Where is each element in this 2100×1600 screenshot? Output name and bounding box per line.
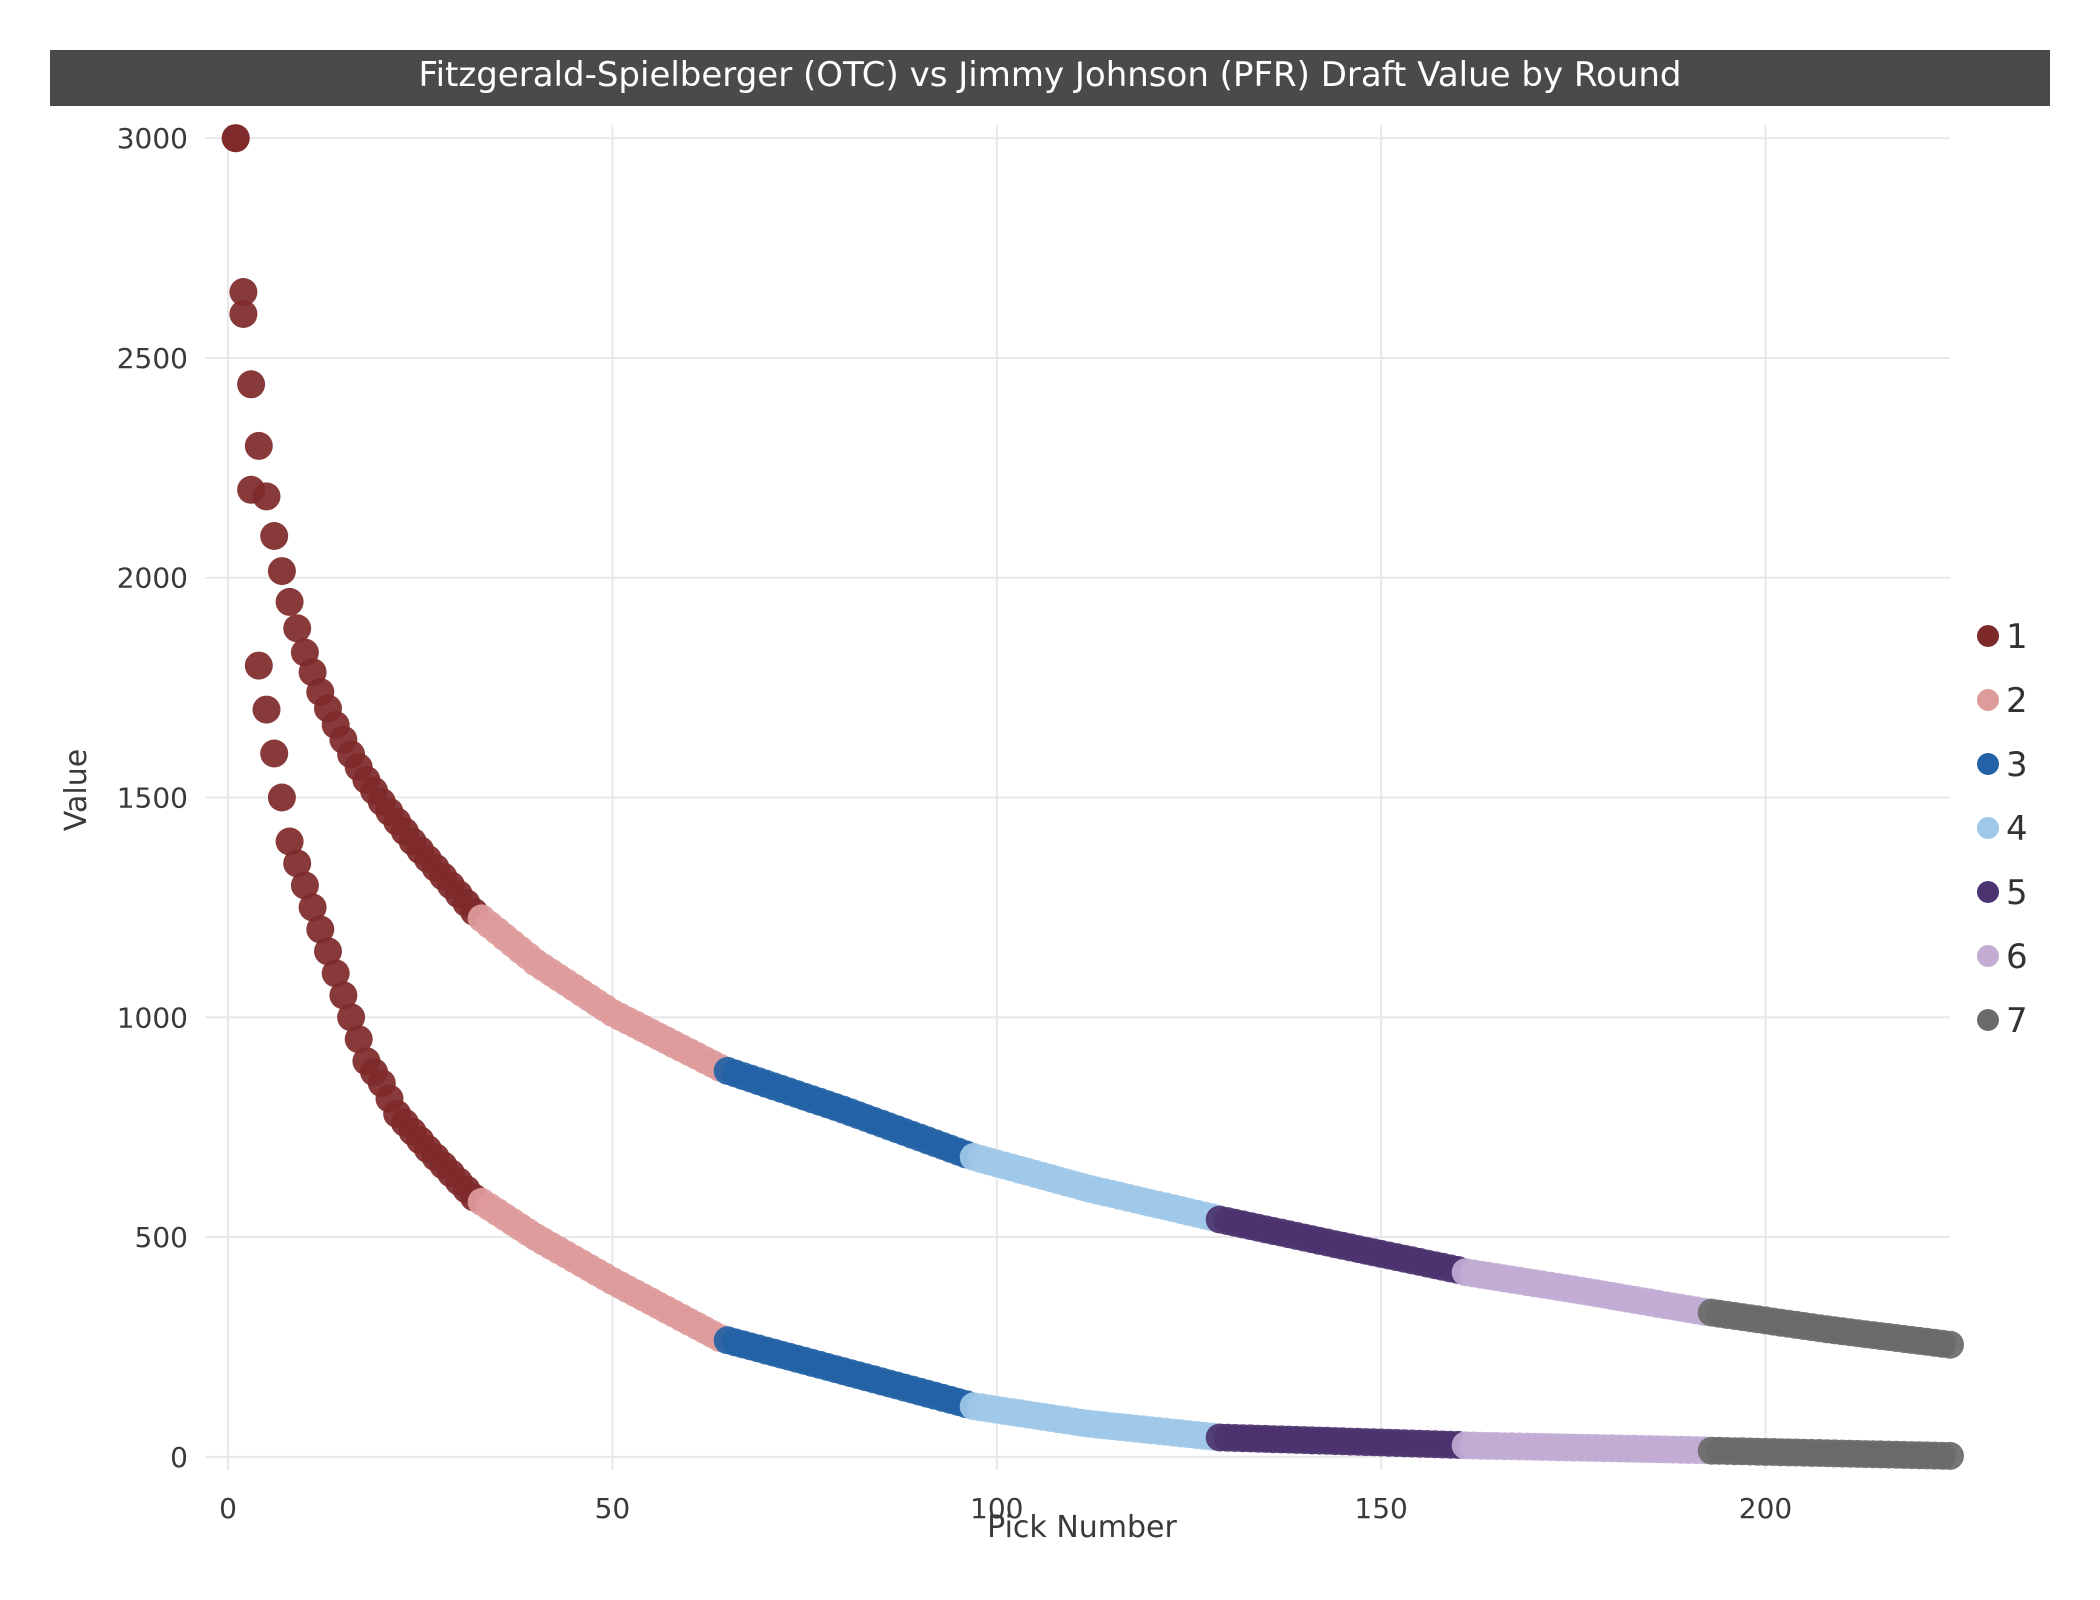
y-axis-title: Value	[59, 749, 94, 831]
x-axis-title: Pick Number	[987, 1510, 1177, 1545]
pfr-point-pick-224	[1936, 1441, 1964, 1470]
legend-swatch-round-6	[1977, 945, 1999, 967]
legend-label-round-6: 6	[2006, 937, 2028, 977]
legend-label-round-7: 7	[2006, 1001, 2028, 1041]
pfr-point-pick-10	[290, 871, 319, 900]
x-tick-label: 0	[219, 1492, 237, 1525]
legend-label-round-1: 1	[2006, 617, 2028, 657]
x-tick-label: 150	[1354, 1492, 1407, 1525]
pfr-point-pick-13	[314, 937, 342, 966]
x-tick-label: 50	[595, 1492, 631, 1525]
legend-label-round-2: 2	[2006, 681, 2028, 721]
otc-point-pick-224	[1936, 1330, 1964, 1359]
pfr-point-pick-14	[321, 959, 350, 988]
otc-point-pick-5	[252, 482, 281, 511]
legend-label-round-3: 3	[2006, 745, 2028, 785]
y-tick-label: 1500	[117, 782, 188, 815]
otc-point-pick-3	[237, 370, 266, 399]
legend-swatch-round-1	[1977, 625, 1999, 647]
title-bar	[50, 50, 2050, 106]
pfr-point-pick-15	[329, 981, 358, 1010]
pfr-point-pick-16	[337, 1003, 366, 1032]
y-tick-label: 2000	[117, 562, 188, 595]
chart-title: Fitzgerald-Spielberger (OTC) vs Jimmy Jo…	[419, 55, 1682, 95]
y-tick-label: 1000	[117, 1001, 188, 1034]
pfr-point-pick-7	[267, 783, 296, 812]
y-tick-label: 2500	[117, 342, 188, 375]
pfr-point-pick-6	[260, 739, 289, 768]
gridlines	[205, 125, 1950, 1470]
pfr-point-pick-17	[344, 1025, 373, 1054]
otc-point-pick-8	[275, 587, 304, 616]
legend-swatch-round-4	[1977, 817, 1999, 839]
pfr-point-pick-9	[283, 849, 312, 878]
legend-swatch-round-3	[1977, 753, 1999, 775]
otc-point-pick-2	[229, 278, 258, 306]
pfr-point-pick-11	[298, 893, 327, 922]
legend-swatch-round-7	[1977, 1009, 1999, 1031]
legend-label-round-5: 5	[2006, 873, 2028, 913]
otc-point-pick-1	[221, 124, 250, 153]
x-tick-label: 200	[1739, 1492, 1792, 1525]
otc-point-pick-7	[267, 557, 296, 586]
legend-label-round-4: 4	[2006, 809, 2028, 849]
otc-point-pick-9	[283, 614, 312, 643]
y-tick-label: 3000	[117, 122, 188, 155]
otc-point-pick-6	[260, 522, 289, 550]
data-points	[221, 124, 1964, 1470]
legend: 1 2 3 4 5 6 7	[1977, 617, 2028, 1041]
pfr-point-pick-2	[229, 300, 258, 328]
pfr-point-pick-12	[306, 915, 335, 944]
otc-point-pick-4	[244, 431, 273, 460]
pfr-point-pick-4	[244, 651, 273, 680]
pfr-point-pick-8	[275, 827, 304, 856]
y-tick-label: 0	[170, 1441, 188, 1474]
pfr-point-pick-5	[252, 695, 281, 724]
legend-swatch-round-5	[1977, 881, 1999, 903]
y-tick-label: 500	[135, 1221, 188, 1254]
legend-swatch-round-2	[1977, 689, 1999, 711]
x-tick-label: 100	[970, 1492, 1023, 1525]
